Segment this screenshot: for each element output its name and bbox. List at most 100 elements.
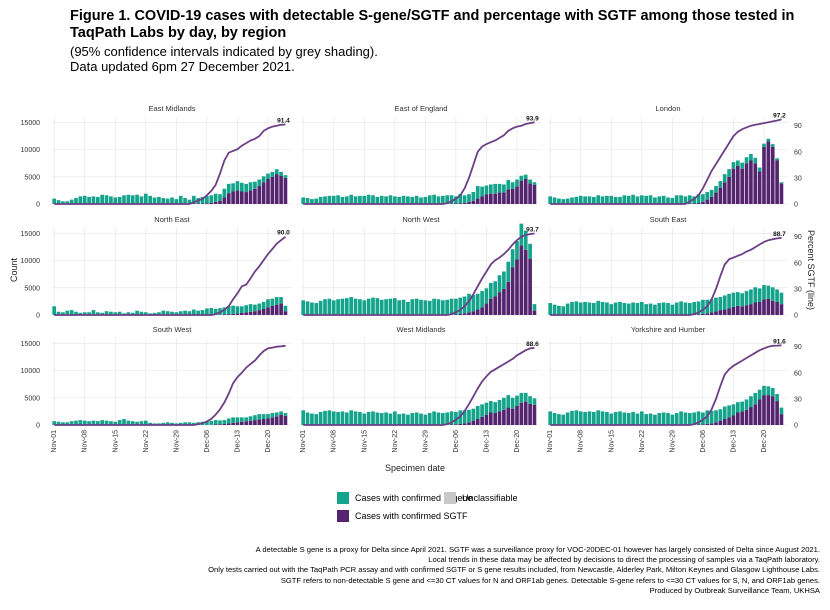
x-tick-label: Nov-08 xyxy=(578,430,585,453)
bar-sgtf xyxy=(506,407,511,425)
bar-sgene xyxy=(358,195,362,204)
bar-sgene xyxy=(392,411,397,425)
bar-sgtf xyxy=(226,423,231,425)
bar-sgene xyxy=(613,411,618,425)
bar-sgene xyxy=(644,304,649,315)
bar-sgene xyxy=(174,312,179,315)
bar-sgene xyxy=(666,197,670,204)
bar-sgene xyxy=(528,243,532,259)
bar-sgene xyxy=(657,303,662,315)
bar-sgene xyxy=(135,194,139,204)
footnote-line: SGTF refers to non-detectable S gene and… xyxy=(280,575,820,585)
bar-sgene xyxy=(323,196,327,204)
legend-swatch-sgtf xyxy=(337,510,349,522)
bar-sgtf xyxy=(502,409,506,425)
bar-sgene xyxy=(244,183,249,193)
bar-sgtf xyxy=(722,419,727,425)
bar-sgene xyxy=(113,312,118,315)
bar-sgtf xyxy=(475,419,480,425)
bar-sgene xyxy=(344,412,349,425)
pct-sgtf-line xyxy=(303,121,535,205)
bar-sgene xyxy=(497,399,502,412)
y2-axis-title: Percent SGTF (line) xyxy=(806,230,816,310)
bar-sgene xyxy=(557,414,561,425)
bar-sgene xyxy=(419,197,423,204)
bar-sgene xyxy=(423,300,428,315)
bar-sgene xyxy=(744,157,749,164)
bar-sgene xyxy=(109,421,113,425)
bar-sgtf xyxy=(458,203,463,204)
bar-sgene xyxy=(605,195,609,204)
bar-sgene xyxy=(126,420,131,425)
bar-sgtf xyxy=(222,197,227,204)
bar-sgene xyxy=(618,196,622,204)
facet-title: North East xyxy=(154,215,190,224)
bar-sgene xyxy=(587,196,592,204)
bar-sgtf xyxy=(449,203,454,204)
bar-sgene xyxy=(440,195,445,204)
x-tick-label: Nov-22 xyxy=(639,430,646,453)
bar-sgene xyxy=(548,196,553,204)
bar-sgene xyxy=(205,196,209,204)
y2-tick-label: 30 xyxy=(794,396,802,403)
pct-sgtf-line xyxy=(54,235,287,316)
bar-sgene xyxy=(213,193,218,202)
bar-sgene xyxy=(113,197,118,204)
bar-sgene xyxy=(683,196,688,204)
bar-sgene xyxy=(605,302,609,315)
bar-sgtf xyxy=(454,424,458,425)
pct-sgtf-line xyxy=(54,123,286,205)
bar-sgene xyxy=(591,303,596,315)
bar-sgtf xyxy=(705,423,710,425)
bar-sgtf xyxy=(274,416,279,425)
facet-title: East of England xyxy=(395,104,448,113)
bar-sgtf xyxy=(222,423,227,425)
bar-sgene xyxy=(639,301,644,315)
x-tick-label: Nov-15 xyxy=(112,430,119,453)
y-tick-label: 0 xyxy=(36,202,40,209)
bar-sgtf xyxy=(714,192,718,204)
bar-sgene xyxy=(653,197,657,204)
bar-sgene xyxy=(327,195,332,204)
bar-sgtf xyxy=(454,203,458,204)
bar-sgene xyxy=(414,298,419,315)
bar-sgene xyxy=(401,299,406,315)
bar-sgene xyxy=(484,185,489,195)
pct-end-label: 93.9 xyxy=(526,115,539,122)
bar-sgene xyxy=(696,194,701,203)
bar-sgene xyxy=(506,395,511,408)
bar-sgene xyxy=(187,199,192,204)
bar-sgene xyxy=(274,297,279,305)
bar-sgene xyxy=(165,311,170,315)
bar-sgtf xyxy=(523,178,528,204)
bar-sgene xyxy=(670,414,675,425)
bar-sgene xyxy=(775,394,779,402)
bar-sgene xyxy=(340,298,345,315)
bar-sgene xyxy=(714,186,718,193)
pct-end-label: 93.7 xyxy=(526,226,539,233)
bar-sgtf xyxy=(506,281,511,315)
bar-sgene xyxy=(56,311,61,315)
bar-sgene xyxy=(244,417,249,422)
bar-sgene xyxy=(440,413,445,425)
x-tick-label: Nov-01 xyxy=(51,430,58,453)
bar-sgene xyxy=(52,198,57,204)
bar-sgene xyxy=(657,196,662,204)
bar-sgene xyxy=(371,411,375,425)
bar-sgene xyxy=(349,194,354,204)
bar-sgene xyxy=(56,421,61,425)
bar-sgene xyxy=(414,195,419,204)
bar-sgene xyxy=(388,195,393,204)
bar-sgene xyxy=(515,179,519,187)
legend-label-sgtf: Cases with confirmed SGTF xyxy=(355,511,468,521)
bar-sgtf xyxy=(709,196,714,204)
bar-sgene xyxy=(471,294,476,312)
bar-sgene xyxy=(279,411,283,415)
bar-sgene xyxy=(362,195,367,204)
bar-sgene xyxy=(557,198,561,204)
bar-sgene xyxy=(779,292,784,305)
bar-sgene xyxy=(622,412,627,425)
bar-sgene xyxy=(191,422,196,425)
bar-sgtf xyxy=(467,312,471,315)
bar-sgene xyxy=(200,196,205,204)
